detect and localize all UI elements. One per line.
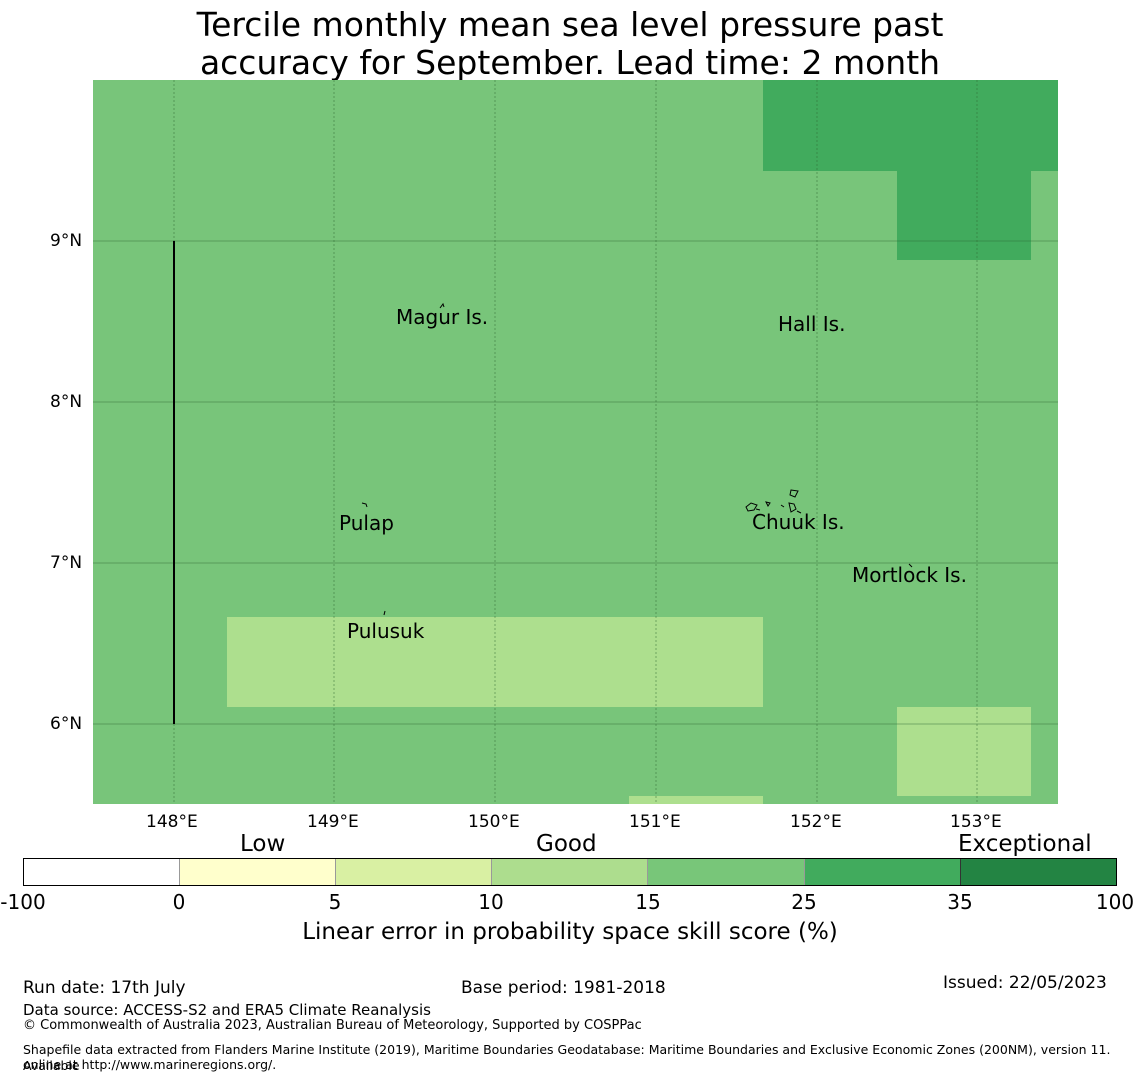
lon-label: 151°E	[629, 812, 681, 832]
lat-label: 6°N	[50, 714, 83, 734]
skill-cell-medium	[897, 707, 1031, 796]
place-label-magur: Magur Is.	[396, 305, 489, 329]
base-period: Base period: 1981-2018	[461, 978, 666, 998]
colorbar-frame	[23, 858, 1117, 886]
lon-label: 148°E	[146, 812, 198, 832]
map-title-line2: accuracy for September. Lead time: 2 mon…	[199, 43, 941, 82]
island-pulusuk	[383, 610, 386, 616]
data-source: Data source: ACCESS-S2 and ERA5 Climate …	[23, 1001, 431, 1019]
place-label-hall: Hall Is.	[778, 312, 846, 336]
colorbar-tick: 15	[635, 890, 661, 914]
skill-cell-high	[897, 171, 1031, 260]
issued-date: Issued: 22/05/2023	[943, 973, 1107, 993]
colorbar-cell	[647, 858, 805, 886]
lat-label: 9°N	[50, 231, 83, 251]
shapefile-credit: online at http://www.marineregions.org/.	[23, 1057, 277, 1072]
island-chuuk	[745, 489, 802, 514]
copyright: © Commonwealth of Australia 2023, Austra…	[23, 1018, 642, 1033]
island-magur	[439, 302, 445, 309]
island-pulap	[361, 502, 368, 508]
lat-label: 7°N	[50, 553, 83, 573]
island-outlines	[361, 302, 913, 616]
colorbar-tick: 5	[328, 890, 342, 914]
lon-label: 150°E	[468, 812, 520, 832]
skill-cell-high	[763, 80, 1058, 171]
lat-label: 8°N	[50, 392, 83, 412]
place-label-mortlock: Mortlock Is.	[852, 563, 967, 587]
colorbar-title: Linear error in probability space skill …	[302, 919, 838, 945]
colorbar-category-good: Good	[536, 831, 597, 857]
colorbar-category-low: Low	[240, 831, 286, 857]
lon-label: 153°E	[950, 812, 1002, 832]
skill-cell-medium	[629, 796, 763, 804]
island-mortlock	[908, 563, 913, 568]
colorbar-tick: 100	[1095, 890, 1135, 914]
lon-label: 149°E	[307, 812, 359, 832]
place-label-chuuk: Chuuk Is.	[752, 510, 845, 534]
run-date: Run date: 17th July	[23, 978, 186, 998]
shapefile-credit: Shapefile data extracted from Flanders M…	[23, 1042, 1111, 1073]
place-label-pulap: Pulap	[339, 511, 394, 535]
place-label-pulusuk: Pulusuk	[347, 619, 425, 643]
colorbar-category-exceptional: Exceptional	[958, 831, 1092, 857]
skill-map	[93, 80, 1058, 804]
colorbar-tick: 10	[478, 890, 504, 914]
colorbar-tick: -100	[0, 890, 46, 914]
map-title-line1: Tercile monthly mean sea level pressure …	[196, 5, 944, 44]
lon-label: 152°E	[790, 812, 842, 832]
gridlines-lat	[93, 240, 1058, 725]
colorbar-tick: 35	[947, 890, 973, 914]
colorbar-tick: 0	[172, 890, 186, 914]
colorbar-tick: 25	[791, 890, 817, 914]
